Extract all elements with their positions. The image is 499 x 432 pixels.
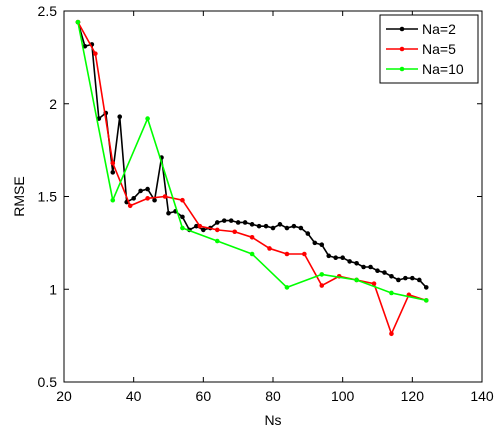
data-point-na-2 bbox=[417, 277, 422, 283]
data-point-na-2 bbox=[347, 259, 352, 264]
data-point-na-2 bbox=[228, 218, 234, 223]
data-point-na-10 bbox=[110, 197, 116, 203]
data-point-na-10 bbox=[319, 272, 325, 277]
data-point-na-2 bbox=[333, 255, 339, 261]
data-point-na-5 bbox=[110, 160, 116, 166]
legend-label: Na=10 bbox=[422, 61, 464, 77]
data-point-na-2 bbox=[194, 223, 199, 229]
data-point-na-2 bbox=[201, 227, 206, 233]
x-tick-label: 100 bbox=[331, 388, 355, 404]
data-point-na-2 bbox=[396, 277, 401, 283]
legend-label: Na=5 bbox=[422, 41, 456, 57]
data-point-na-2 bbox=[354, 260, 359, 266]
series-na-10 bbox=[75, 19, 429, 303]
data-point-na-2 bbox=[389, 273, 394, 279]
x-tick-label: 120 bbox=[401, 388, 425, 404]
data-point-na-2 bbox=[284, 225, 290, 231]
data-point-na-2 bbox=[249, 222, 255, 227]
y-tick-label: 0.5 bbox=[38, 374, 58, 390]
y-tick-label: 2.5 bbox=[38, 3, 58, 19]
data-point-na-5 bbox=[214, 227, 220, 233]
y-axis-label: RMSE bbox=[11, 176, 27, 216]
data-point-na-10 bbox=[249, 251, 255, 257]
data-point-na-2 bbox=[235, 220, 241, 225]
data-point-na-2 bbox=[361, 264, 366, 270]
data-point-na-2 bbox=[312, 240, 318, 246]
ticks-layer: 20 40 60 80 100 120 140 0.5 1 1.5 2 2.5 bbox=[38, 3, 494, 404]
data-point-na-5 bbox=[319, 283, 325, 288]
data-point-na-2 bbox=[138, 188, 143, 194]
data-point-na-5 bbox=[249, 235, 255, 240]
data-point-na-2 bbox=[145, 186, 150, 192]
data-point-na-5 bbox=[389, 331, 394, 337]
data-point-na-5 bbox=[180, 197, 185, 203]
data-point-na-2 bbox=[180, 214, 185, 220]
data-point-na-10 bbox=[389, 290, 394, 296]
y-tick-label: 1.5 bbox=[38, 189, 58, 205]
data-point-na-2 bbox=[340, 255, 345, 261]
data-point-na-2 bbox=[117, 114, 123, 120]
data-point-na-2 bbox=[263, 223, 269, 229]
data-point-na-2 bbox=[131, 196, 136, 201]
data-point-na-5 bbox=[145, 196, 150, 201]
legend-swatch-marker bbox=[399, 46, 405, 52]
data-point-na-10 bbox=[75, 19, 81, 25]
data-point-na-2 bbox=[82, 43, 88, 49]
data-point-na-2 bbox=[298, 225, 304, 231]
data-point-na-5 bbox=[197, 223, 203, 229]
x-tick-label: 140 bbox=[470, 388, 494, 404]
data-point-na-5 bbox=[267, 246, 272, 251]
data-point-na-10 bbox=[180, 225, 185, 231]
x-tick-label: 80 bbox=[265, 388, 281, 404]
legend: Na=2 Na=5 Na=10 bbox=[379, 14, 479, 84]
data-point-na-5 bbox=[162, 194, 168, 199]
x-axis-label: Ns bbox=[264, 412, 281, 428]
data-point-na-2 bbox=[242, 220, 248, 225]
x-tick-label: 40 bbox=[126, 388, 142, 404]
y-tick-label: 2 bbox=[49, 96, 57, 112]
data-point-na-10 bbox=[145, 116, 150, 121]
data-point-na-2 bbox=[375, 268, 380, 274]
data-point-na-2 bbox=[403, 275, 408, 281]
data-point-na-5 bbox=[371, 281, 377, 286]
data-point-na-10 bbox=[354, 277, 359, 283]
data-point-na-5 bbox=[232, 229, 237, 235]
data-point-na-2 bbox=[291, 223, 297, 229]
data-point-na-2 bbox=[326, 253, 332, 259]
data-point-na-5 bbox=[93, 51, 98, 56]
data-point-na-2 bbox=[277, 222, 283, 227]
data-point-na-2 bbox=[423, 285, 429, 290]
legend-swatch-marker bbox=[399, 26, 405, 32]
data-point-na-2 bbox=[256, 223, 262, 229]
legend-label: Na=2 bbox=[422, 21, 456, 37]
data-point-na-10 bbox=[214, 238, 220, 244]
x-tick-label: 60 bbox=[196, 388, 212, 404]
legend-swatch-marker bbox=[399, 66, 405, 72]
data-point-na-2 bbox=[319, 242, 325, 248]
data-point-na-2 bbox=[166, 210, 171, 216]
data-point-na-2 bbox=[110, 170, 116, 175]
data-point-na-2 bbox=[152, 197, 157, 203]
data-point-na-5 bbox=[284, 251, 290, 257]
data-point-na-10 bbox=[423, 298, 429, 303]
data-point-na-2 bbox=[214, 220, 220, 225]
data-point-na-2 bbox=[410, 275, 415, 281]
series-layer bbox=[75, 19, 429, 337]
data-point-na-2 bbox=[368, 264, 373, 270]
data-point-na-10 bbox=[284, 285, 290, 290]
data-point-na-2 bbox=[270, 225, 276, 231]
data-point-na-5 bbox=[127, 203, 133, 209]
data-point-na-2 bbox=[305, 231, 311, 236]
data-point-na-2 bbox=[382, 270, 387, 275]
data-point-na-2 bbox=[221, 218, 227, 223]
y-tick-label: 1 bbox=[49, 281, 57, 297]
data-point-na-5 bbox=[302, 251, 307, 257]
x-tick-label: 20 bbox=[56, 388, 72, 404]
